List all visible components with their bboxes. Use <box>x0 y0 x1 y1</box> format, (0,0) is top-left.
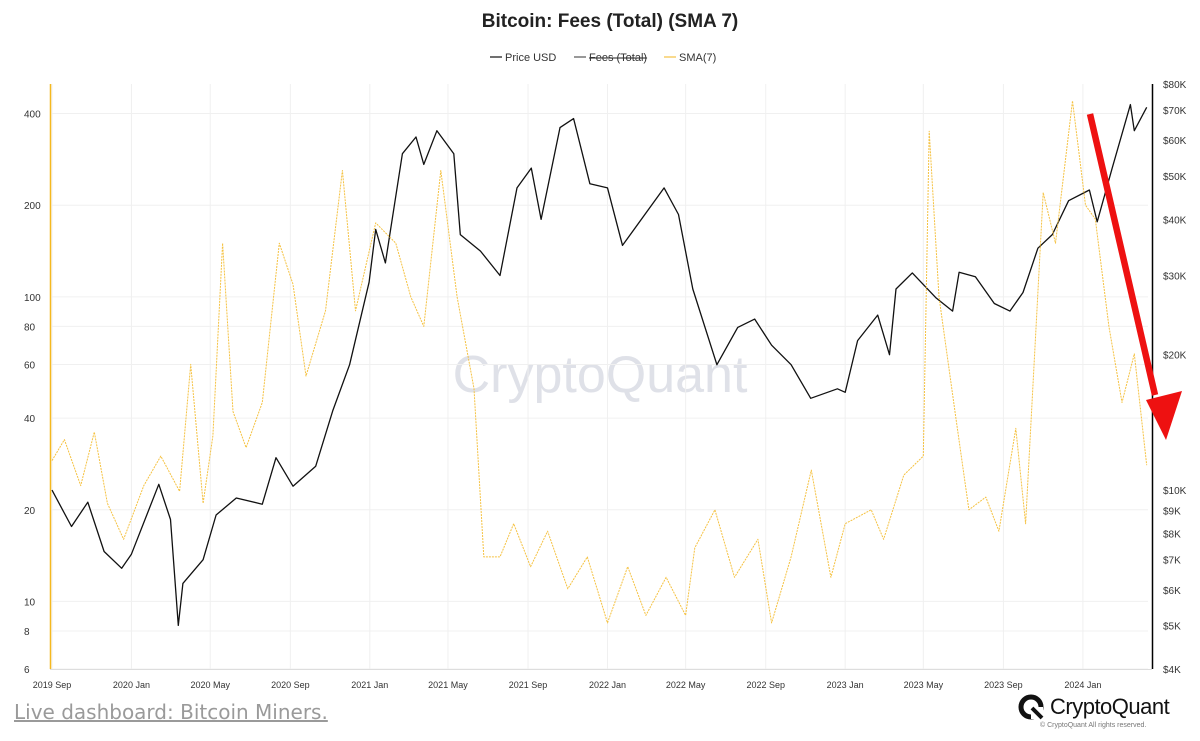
right-tick-label: $40K <box>1163 215 1187 226</box>
legend-label-price: Price USD <box>505 52 556 64</box>
left-tick-label: 100 <box>24 293 41 304</box>
x-tick-label: 2022 Jan <box>589 680 626 690</box>
x-tick-label: 2024 Jan <box>1064 680 1101 690</box>
x-tick-label: 2020 Sep <box>271 680 310 690</box>
left-axis-ticks: 6 8 10 20 40 60 80 100 200 400 <box>24 110 41 676</box>
x-axis-ticks: 2019 Sep 2020 Jan 2020 May 2020 Sep 2021 Jan… <box>33 680 1102 690</box>
left-tick-label: 200 <box>24 201 41 212</box>
right-tick-label: $80K <box>1163 80 1187 91</box>
brand-logo: CryptoQuant <box>1018 694 1170 720</box>
chart-title: Bitcoin: Fees (Total) (SMA 7) <box>482 11 739 32</box>
x-tick-label: 2023 Jan <box>827 680 864 690</box>
x-tick-label: 2023 May <box>904 680 944 690</box>
left-tick-label: 6 <box>24 665 30 676</box>
red-arrow-annotation <box>1086 113 1182 440</box>
cryptoquant-logo-icon <box>1018 694 1044 720</box>
watermark: CryptoQuant <box>453 346 748 404</box>
x-tick-label: 2022 Sep <box>746 680 785 690</box>
x-tick-label: 2021 Jan <box>351 680 388 690</box>
right-tick-label: $50K <box>1163 172 1187 183</box>
left-tick-label: 8 <box>24 627 30 638</box>
legend-label-sma: SMA(7) <box>679 52 716 64</box>
live-dashboard-link[interactable]: Live dashboard: Bitcoin Miners. <box>14 700 328 724</box>
legend-label-fees: Fees (Total) <box>589 52 647 64</box>
legend-item-sma[interactable]: SMA(7) <box>664 52 716 64</box>
left-tick-label: 80 <box>24 322 36 333</box>
legend: Price USD Fees (Total) SMA(7) <box>490 52 716 64</box>
x-tick-label: 2021 Sep <box>509 680 548 690</box>
right-tick-label: $7K <box>1163 556 1181 567</box>
right-tick-label: $20K <box>1163 351 1187 362</box>
legend-item-fees[interactable]: Fees (Total) <box>574 52 647 64</box>
left-tick-label: 60 <box>24 360 36 371</box>
series-line-sma-7- <box>51 100 1148 624</box>
x-tick-label: 2020 May <box>190 680 230 690</box>
left-tick-label: 40 <box>24 414 36 425</box>
x-tick-label: 2020 Jan <box>113 680 150 690</box>
series-line-price-usd <box>51 103 1148 627</box>
series-layer <box>51 100 1148 627</box>
right-tick-label: $4K <box>1163 665 1181 676</box>
copyright-text: © CryptoQuant All rights reserved. <box>1040 722 1147 729</box>
right-tick-label: $60K <box>1163 136 1187 147</box>
grid <box>51 84 1148 670</box>
brand-name: CryptoQuant <box>1050 694 1170 719</box>
right-tick-label: $30K <box>1163 272 1187 283</box>
right-tick-label: $10K <box>1163 486 1187 497</box>
legend-item-price[interactable]: Price USD <box>490 52 556 64</box>
left-tick-label: 400 <box>24 110 41 121</box>
right-tick-label: $5K <box>1163 621 1181 632</box>
right-axis-ticks: $4K $5K $6K $7K $8K $9K $10K $20K $30K $40K $50K $6… <box>1163 80 1187 676</box>
x-tick-label: 2023 Sep <box>984 680 1023 690</box>
left-tick-label: 20 <box>24 506 36 517</box>
right-tick-label: $70K <box>1163 106 1187 117</box>
left-tick-label: 10 <box>24 597 36 608</box>
x-tick-label: 2019 Sep <box>33 680 72 690</box>
right-tick-label: $6K <box>1163 586 1181 597</box>
right-tick-label: $8K <box>1163 530 1181 541</box>
x-tick-label: 2021 May <box>428 680 468 690</box>
x-tick-label: 2022 May <box>666 680 706 690</box>
right-tick-label: $9K <box>1163 507 1181 518</box>
